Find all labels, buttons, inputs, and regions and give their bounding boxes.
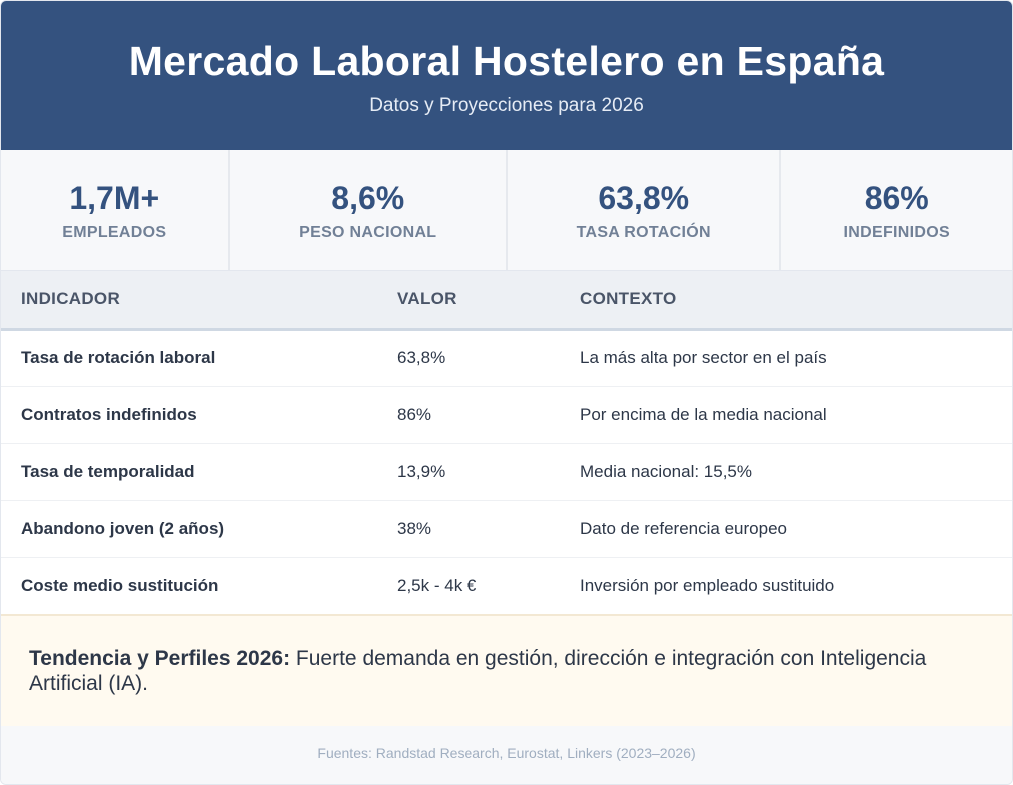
stat-value: 1,7M+ — [69, 180, 160, 216]
cell-value: 86% — [397, 404, 432, 424]
indicators-table: INDICADOR VALOR CONTEXTO Tasa de rotació… — [1, 271, 1012, 614]
stats-bar: 1,7M+ EMPLEADOS 8,6% PESO NACIONAL 63,8%… — [1, 150, 1012, 271]
table-row: Coste medio sustitución 2,5k - 4k € Inve… — [1, 557, 1012, 614]
trend-callout: Tendencia y Perfiles 2026: Fuerte demand… — [1, 614, 1012, 726]
cell-value: 2,5k - 4k € — [397, 575, 477, 595]
table-row: Contratos indefinidos 86% Por encima de … — [1, 386, 1012, 443]
stat-label: TASA ROTACIÓN — [576, 224, 711, 241]
page-subtitle: Datos y Proyecciones para 2026 — [369, 95, 644, 116]
page-title: Mercado Laboral Hostelero en España — [128, 38, 885, 84]
table-row: Tasa de temporalidad 13,9% Media naciona… — [1, 443, 1012, 500]
trend-label: Tendencia y Perfiles 2026: — [29, 647, 291, 670]
table-row: Tasa de rotación laboral 63,8% La más al… — [1, 329, 1012, 386]
stat-indefinidos: 86% INDEFINIDOS — [781, 150, 1012, 270]
cell-context: La más alta por sector en el país — [580, 348, 827, 367]
sources-text: Fuentes: Randstad Research, Eurostat, Li… — [317, 745, 696, 761]
stat-empleados: 1,7M+ EMPLEADOS — [1, 150, 230, 270]
cell-value: 38% — [397, 518, 432, 538]
cell-indicator: Contratos indefinidos — [21, 404, 197, 424]
stat-value: 63,8% — [598, 180, 690, 216]
stat-tasa-rotacion: 63,8% TASA ROTACIÓN — [508, 150, 782, 270]
cell-value: 13,9% — [397, 461, 446, 481]
cell-context: Dato de referencia europeo — [580, 518, 787, 538]
cell-indicator: Abandono joven (2 años) — [21, 518, 225, 538]
column-header-valor: VALOR — [397, 289, 457, 309]
table-row: Abandono joven (2 años) 38% Dato de refe… — [1, 500, 1012, 557]
cell-value: 63,8% — [397, 348, 446, 367]
cell-indicator: Tasa de temporalidad — [21, 461, 195, 481]
header: Mercado Laboral Hostelero en España Dato… — [1, 1, 1012, 150]
trend-text: Fuerte demanda en gestión, dirección e i… — [29, 647, 927, 695]
stat-label: INDEFINIDOS — [843, 224, 950, 241]
cell-indicator: Coste medio sustitución — [21, 575, 219, 595]
stat-label: EMPLEADOS — [62, 224, 167, 241]
sources-footer: Fuentes: Randstad Research, Eurostat, Li… — [1, 726, 1012, 784]
stat-value: 86% — [864, 180, 929, 216]
table-header-row: INDICADOR VALOR CONTEXTO — [1, 271, 1012, 329]
stat-peso-nacional: 8,6% PESO NACIONAL — [230, 150, 508, 270]
cell-indicator: Tasa de rotación laboral — [21, 348, 216, 367]
cell-context: Media nacional: 15,5% — [580, 461, 753, 481]
column-header-indicador: INDICADOR — [21, 289, 121, 309]
stat-label: PESO NACIONAL — [299, 224, 437, 241]
column-header-contexto: CONTEXTO — [580, 289, 677, 309]
cell-context: Inversión por empleado sustituido — [580, 575, 835, 595]
cell-context: Por encima de la media nacional — [580, 404, 827, 424]
stat-value: 8,6% — [331, 180, 405, 216]
